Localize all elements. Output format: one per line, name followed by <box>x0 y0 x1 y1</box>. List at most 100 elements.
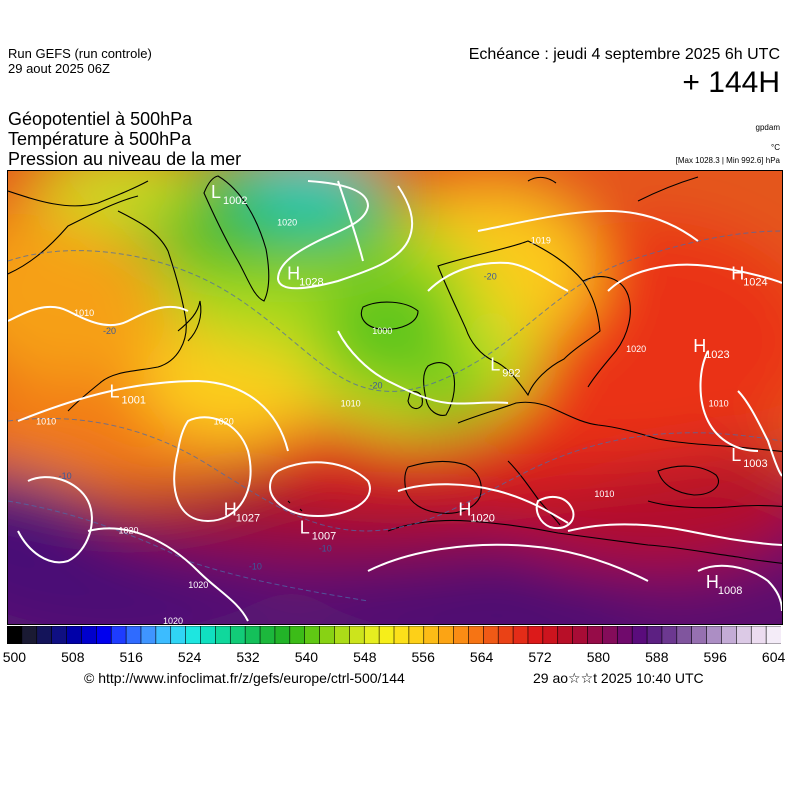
isobar-label: 1010 <box>36 417 56 427</box>
isobar-label: 1010 <box>74 308 94 318</box>
pressure-center-letter: H <box>287 264 300 284</box>
color-scale-swatch <box>676 626 693 644</box>
color-scale-swatch <box>334 626 351 644</box>
high-pressure-center: H 1008 <box>706 572 742 597</box>
unit-temperature: °C <box>771 143 780 152</box>
color-scale-swatch <box>229 626 246 644</box>
unit-pressure-range: [Max 1028.3 | Min 992.6] hPa <box>675 156 780 165</box>
high-pressure-center: H 1023 <box>693 336 729 361</box>
color-scale-bar <box>7 626 781 644</box>
color-scale-swatch <box>125 626 142 644</box>
high-pressure-center: H 1028 <box>287 264 323 289</box>
color-scale-swatch <box>393 626 410 644</box>
field-mslp-label: Pression au niveau de la mer <box>8 149 242 169</box>
color-scale-swatch <box>691 626 708 644</box>
color-scale-swatch <box>438 626 455 644</box>
pressure-center-letter: H <box>731 264 744 284</box>
color-scale-swatch <box>706 626 723 644</box>
unit-geopotential: gpdam <box>755 123 780 132</box>
color-scale-swatch <box>140 626 157 644</box>
high-pressure-center: H 1027 <box>224 499 260 524</box>
low-pressure-center: L 1002 <box>211 182 247 207</box>
color-scale-swatch <box>110 626 127 644</box>
color-scale-swatch <box>408 626 425 644</box>
pressure-center-value: 1024 <box>743 277 767 289</box>
pressure-center-letter: L <box>110 382 120 402</box>
color-scale-swatch <box>185 626 202 644</box>
isotherms <box>8 230 782 602</box>
color-scale-swatch <box>304 626 321 644</box>
isobar-label: 1020 <box>214 417 234 427</box>
isobar-label: 1010 <box>594 489 614 499</box>
low-pressure-center: L 1007 <box>300 517 336 542</box>
color-scale-swatch <box>616 626 633 644</box>
pressure-center-value: 1001 <box>122 395 146 407</box>
color-scale-swatch <box>750 626 767 644</box>
color-scale-tick-label: 580 <box>586 649 611 665</box>
isotherm-label: -10 <box>319 544 332 554</box>
color-scale-swatch <box>244 626 261 644</box>
color-scale-swatch <box>51 626 68 644</box>
color-scale-tick-label: 516 <box>119 649 143 665</box>
color-scale-swatch <box>289 626 306 644</box>
color-scale-swatch <box>378 626 395 644</box>
pressure-center-value: 1020 <box>470 512 494 524</box>
pressure-center-value: 1007 <box>312 530 336 542</box>
color-scale-swatch <box>155 626 172 644</box>
color-scale-swatch <box>81 626 97 644</box>
color-scale-swatch <box>661 626 678 644</box>
color-scale-swatch <box>215 626 231 644</box>
isotherm-label: -20 <box>484 272 497 282</box>
color-scale-tick-label: 508 <box>61 649 85 665</box>
color-scale-tick-label: 532 <box>236 649 260 665</box>
isobar-label: 1000 <box>372 326 392 336</box>
isotherm-labels: -20 -20 -20 -10 -10 -10 <box>59 272 497 572</box>
color-scale-swatch <box>542 626 559 644</box>
geopotential-shading <box>8 171 782 624</box>
field-temperature-label: Température à 500hPa <box>8 129 192 149</box>
isobar-label: 1010 <box>341 399 361 409</box>
pressure-center-value: 1027 <box>236 512 260 524</box>
color-scale-swatch <box>736 626 752 644</box>
isobar-label: 1020 <box>277 217 297 227</box>
color-scale-swatch <box>7 626 23 644</box>
color-scale-swatch <box>527 626 544 644</box>
high-pressure-center: H 1020 <box>458 499 494 524</box>
color-scale-swatch <box>319 626 336 644</box>
color-scale-tick-label: 556 <box>411 649 435 665</box>
pressure-center-letter: L <box>211 182 221 202</box>
color-scale-swatch <box>170 626 187 644</box>
high-pressure-center: H 1024 <box>731 264 767 289</box>
isotherm-label: -20 <box>369 380 382 390</box>
isotherm-label: -10 <box>249 562 262 572</box>
color-scale-tick-label: 548 <box>353 649 377 665</box>
color-scale-tick-label: 540 <box>294 649 319 665</box>
credit-timestamp: 29 ao☆☆t 2025 10:40 UTC <box>533 670 704 686</box>
pressure-center-value: 1008 <box>718 585 742 597</box>
color-scale-swatch <box>646 626 663 644</box>
color-scale-swatch <box>468 626 485 644</box>
pressure-center-letter: H <box>693 336 706 356</box>
color-scale-swatch <box>66 626 83 644</box>
isobar-label: 1020 <box>163 616 183 624</box>
weather-map: 1020 1020 1020 1020 1020 1020 1010 1010 1010 1010… <box>7 170 783 625</box>
color-scale-tick-label: 524 <box>177 649 202 665</box>
color-scale-swatch <box>453 626 470 644</box>
isobars <box>8 180 782 622</box>
color-scale-swatch <box>587 626 604 644</box>
run-date: 29 aout 2025 06Z <box>8 61 110 76</box>
pressure-center-value: 1002 <box>223 195 247 207</box>
color-scale-swatch <box>363 626 380 644</box>
isobar-labels: 1020 1020 1020 1020 1020 1020 1010 1010 1010 1010… <box>36 217 729 624</box>
isobar-label: 1020 <box>118 525 138 535</box>
low-pressure-center: L 1003 <box>731 445 767 470</box>
color-scale-swatch <box>765 626 781 644</box>
color-scale-swatch <box>36 626 53 644</box>
color-scale-swatch <box>200 626 217 644</box>
isotherm-label: -10 <box>59 471 72 481</box>
color-scale-swatch <box>259 626 276 644</box>
isobar-label: 1020 <box>188 580 208 590</box>
color-scale-swatch <box>631 626 648 644</box>
pressure-center-letter: H <box>706 572 719 592</box>
pressure-center-letter: L <box>300 517 310 537</box>
